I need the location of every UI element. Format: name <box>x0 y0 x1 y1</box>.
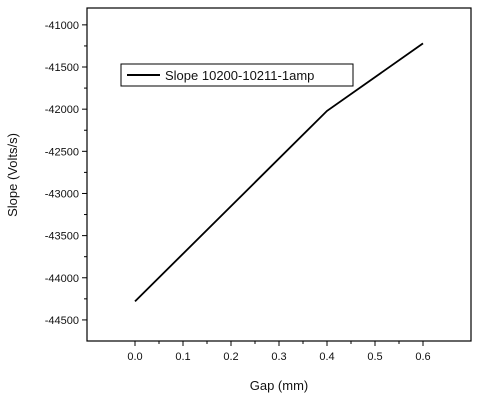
legend-box <box>120 63 354 87</box>
legend-label: Slope 10200-10211-1amp <box>165 68 314 83</box>
legend: Slope 10200-10211-1amp <box>120 63 354 87</box>
y-tick-label: -43500 <box>45 231 79 243</box>
x-axis-title: Gap (mm) <box>250 378 309 393</box>
y-tick-label: -41500 <box>45 62 79 74</box>
x-tick-label: 0.3 <box>271 351 286 363</box>
series-line <box>134 42 424 303</box>
x-axis: 0.0 0.1 0.2 0.3 0.4 0.5 0.6 <box>127 341 431 363</box>
y-tick-label: -42500 <box>45 146 79 158</box>
y-tick-label: -44000 <box>45 273 79 285</box>
x-tick-label: 0.1 <box>175 351 190 363</box>
x-tick-label: 0.2 <box>223 351 238 363</box>
x-tick-label: 0.0 <box>127 351 142 363</box>
x-tick-label: 0.6 <box>415 351 430 363</box>
x-tick-label: 0.5 <box>367 351 382 363</box>
y-tick-label: -42000 <box>45 104 79 116</box>
y-axis: -44500 -44000 -43500 -43000 -42500 -42000 -415… <box>45 20 87 327</box>
y-axis-title: Slope (Volts/s) <box>5 133 20 217</box>
series-layer <box>134 42 424 303</box>
y-tick-label: -44500 <box>45 315 79 327</box>
x-tick-label: 0.4 <box>319 351 334 363</box>
y-tick-label: -41000 <box>45 20 79 32</box>
y-tick-label: -43000 <box>45 188 79 200</box>
